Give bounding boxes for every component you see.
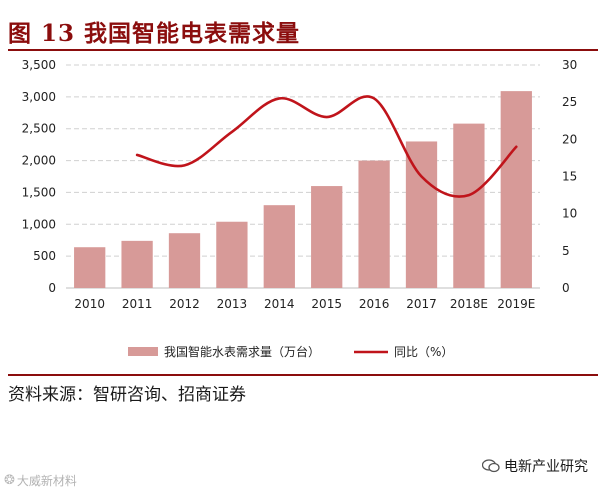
right-axis-tick-label: 5 [562, 244, 570, 258]
bar [74, 247, 106, 288]
bar [168, 233, 201, 288]
x-axis-tick-label: 2017 [406, 297, 437, 311]
bar [358, 160, 390, 288]
left-axis-tick-label: 500 [33, 249, 56, 263]
demand-chart: 0 500 1,000 1,500 2,000 2,500 3,000 3,500 0 5 10 1… [22, 58, 578, 359]
source-divider [8, 374, 598, 376]
bar [453, 123, 485, 288]
line-series [135, 95, 518, 198]
bar [405, 141, 438, 288]
right-axis-tick-label: 10 [562, 207, 577, 221]
watermark-left-text: 大威新材料 [16, 474, 77, 488]
legend-line-label: 同比（%） [394, 345, 453, 359]
left-axis-tick-label: 1,500 [22, 185, 56, 199]
right-axis-tick-label: 0 [562, 281, 570, 295]
wechat-icon [482, 459, 500, 473]
legend-bar-swatch [128, 347, 158, 356]
x-axis-tick-label: 2010 [74, 297, 105, 311]
bar [121, 240, 153, 288]
right-axis-tick-label: 30 [562, 58, 577, 72]
left-axis: 0 500 1,000 1,500 2,000 2,500 3,000 3,500 [22, 58, 56, 295]
bar-series [74, 91, 532, 288]
left-axis-tick-label: 0 [48, 281, 56, 295]
watermark-left: ❂ 大威新材料 [4, 472, 77, 489]
x-axis-tick-label: 2014 [264, 297, 295, 311]
x-axis-tick-label: 2012 [169, 297, 200, 311]
x-axis-tick-label: 2019E [497, 297, 535, 311]
x-axis-tick-label: 2015 [311, 297, 342, 311]
left-axis-tick-label: 1,000 [22, 217, 56, 231]
right-axis-tick-label: 20 [562, 132, 577, 146]
x-axis-tick-label: 2013 [217, 297, 248, 311]
yoy-line [135, 95, 518, 198]
x-axis-tick-label: 2011 [122, 297, 153, 311]
right-axis-tick-label: 25 [562, 95, 577, 109]
right-axis-tick-label: 15 [562, 170, 577, 184]
figure-title: 图 13 我国智能电表需求量 [8, 20, 301, 47]
left-axis-tick-label: 3,500 [22, 58, 56, 72]
x-axis-tick-label: 2016 [359, 297, 390, 311]
legend: 我国智能水表需求量（万台） 同比（%） [128, 344, 453, 359]
bar [500, 91, 532, 288]
bar [263, 205, 295, 288]
watermark-right: 电新产业研究 [482, 456, 588, 476]
source-note: 资料来源：智研咨询、招商证券 [8, 385, 246, 405]
watermark-logo-icon: ❂ [4, 473, 15, 488]
left-axis-tick-label: 2,500 [22, 122, 56, 136]
left-axis-tick-label: 3,000 [22, 90, 56, 104]
x-axis: 2010 2011 2012 2013 2014 2015 2016 2017 2018E 201… [74, 297, 535, 311]
left-axis-tick-label: 2,000 [22, 154, 56, 168]
bar [311, 186, 343, 288]
title-divider [8, 49, 598, 51]
watermark-right-text: 电新产业研究 [504, 459, 588, 475]
right-axis: 0 5 10 15 20 25 30 [562, 58, 577, 295]
bar [216, 221, 248, 288]
x-axis-tick-label: 2018E [450, 297, 488, 311]
legend-bar-label: 我国智能水表需求量（万台） [164, 344, 320, 359]
